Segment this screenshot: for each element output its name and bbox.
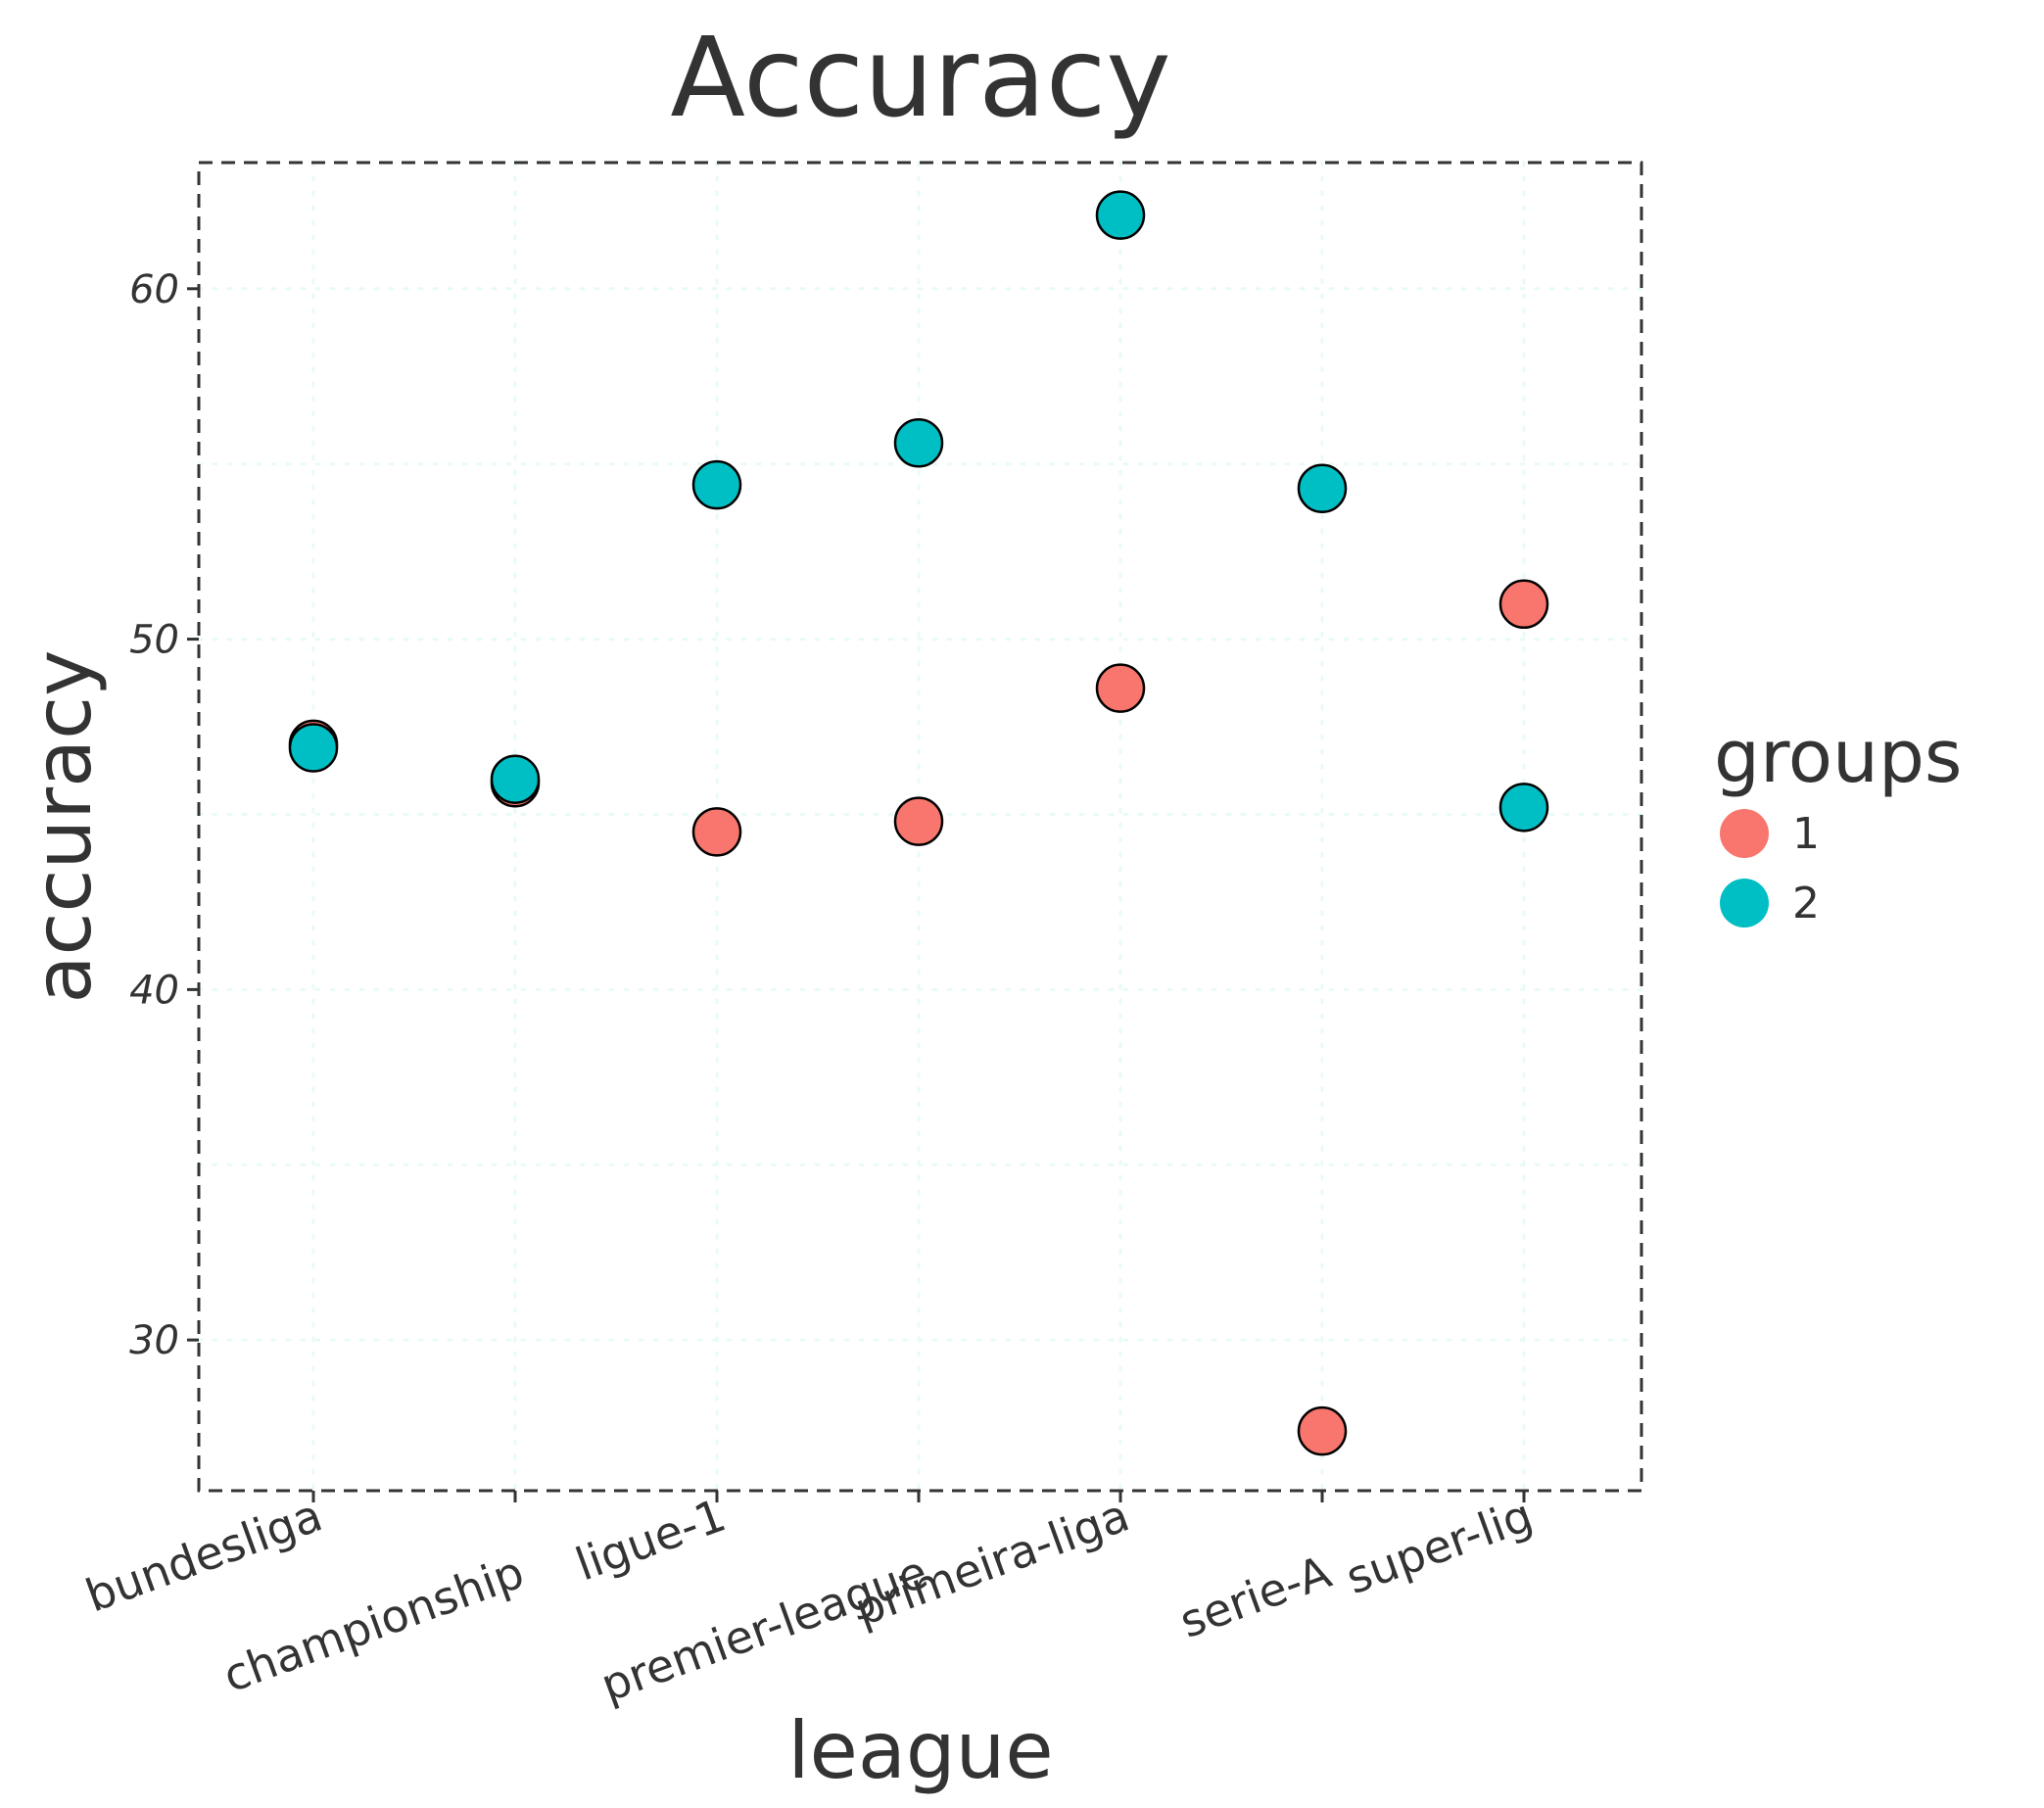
y-tick-label: 40 <box>129 968 179 1013</box>
legend-title: groups <box>1714 715 1962 799</box>
y-axis-title: accuracy <box>18 650 109 1004</box>
y-tick-label: 60 <box>129 267 179 312</box>
y-tick-label: 30 <box>129 1318 179 1363</box>
y-tick-label: 50 <box>129 618 179 663</box>
legend-label-2: 2 <box>1792 879 1820 928</box>
legend-key-1 <box>1720 809 1769 858</box>
x-tick-label: bundesliga <box>79 1489 329 1623</box>
x-tick-label: ligue-1 <box>569 1489 733 1592</box>
point-group-2-super-lig <box>1498 783 1549 833</box>
data-points <box>288 190 1549 1456</box>
y-axis: 30 40 50 60 <box>129 267 199 1363</box>
legend-label-1: 1 <box>1792 809 1820 859</box>
point-group-2-ligue-1 <box>691 459 742 510</box>
point-group-2-serie-A <box>1297 463 1348 513</box>
point-group-1-super-lig <box>1498 579 1549 630</box>
x-tick-label: super-lig <box>1339 1489 1539 1604</box>
point-group-1-premier-league <box>893 796 944 846</box>
x-axis-title: league <box>787 1705 1053 1796</box>
point-group-2-primeira-liga <box>1095 190 1146 240</box>
x-tick-label: championship <box>216 1546 531 1703</box>
chart-title: Accuracy <box>670 15 1170 142</box>
point-group-1-ligue-1 <box>691 807 742 857</box>
legend: groups 1 2 <box>1714 715 1962 928</box>
point-group-1-serie-A <box>1297 1405 1348 1456</box>
legend-key-2 <box>1720 879 1769 928</box>
point-group-2-bundesliga <box>288 723 339 773</box>
point-group-2-championship <box>490 754 541 804</box>
legend-entry-1: 1 <box>1720 809 1820 859</box>
x-tick-label: serie-A <box>1173 1545 1339 1647</box>
legend-entry-2: 2 <box>1720 879 1820 928</box>
point-group-2-premier-league <box>893 417 944 468</box>
x-axis: bundesligachampionshipligue-1premier-lea… <box>79 1489 1540 1712</box>
point-group-1-primeira-liga <box>1095 663 1146 713</box>
